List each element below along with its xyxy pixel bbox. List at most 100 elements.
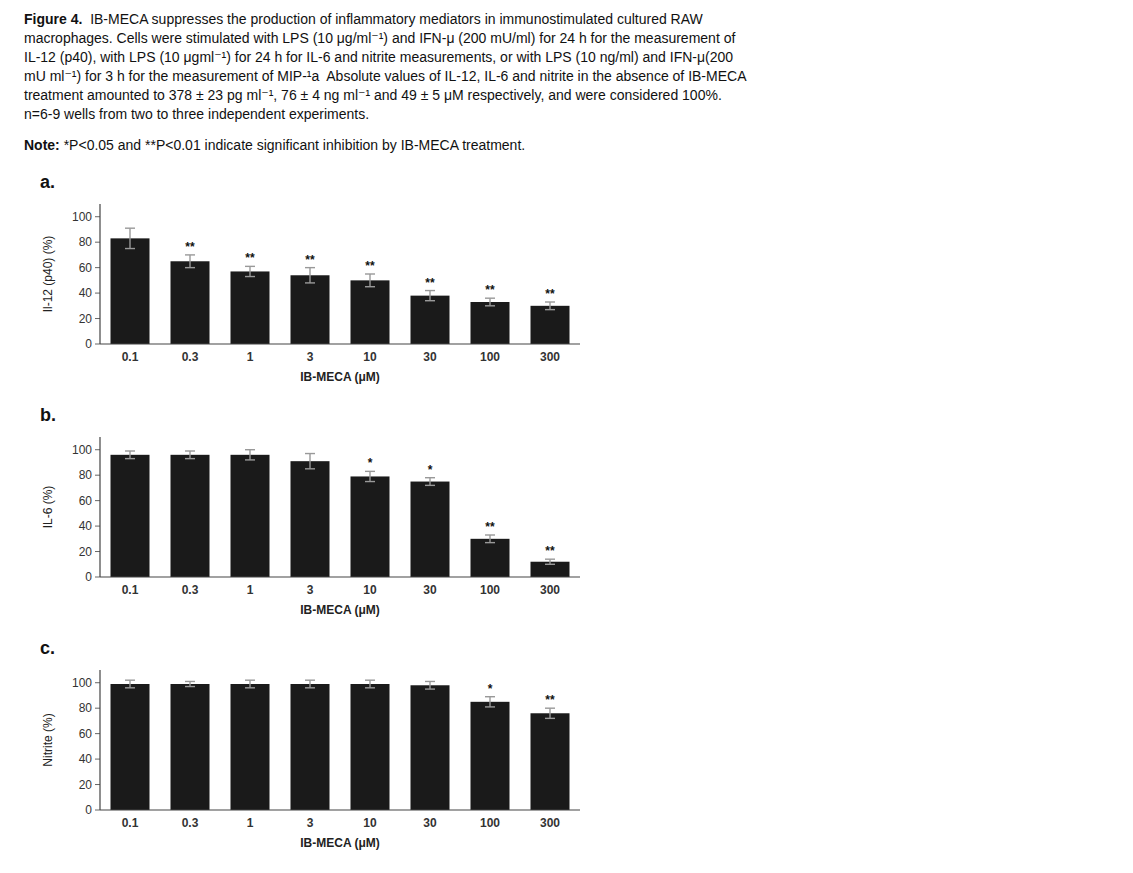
panel: c.020406080100***0.10.3131030100300IB-ME… bbox=[40, 638, 580, 850]
error-line bbox=[429, 291, 430, 301]
error-line bbox=[489, 298, 490, 306]
x-tick-label: 10 bbox=[363, 816, 377, 830]
error-bar bbox=[185, 255, 195, 268]
error-bar bbox=[485, 535, 495, 543]
error-line bbox=[549, 708, 550, 718]
caption-bold: Note: bbox=[24, 137, 60, 153]
error-cap bbox=[425, 477, 435, 478]
x-tick-label: 3 bbox=[307, 583, 314, 597]
panel-label: a. bbox=[40, 172, 55, 192]
bar bbox=[291, 684, 330, 810]
error-bar bbox=[245, 266, 255, 276]
bar bbox=[171, 261, 210, 344]
error-cap bbox=[185, 686, 195, 687]
error-cap bbox=[425, 290, 435, 291]
significance: ** bbox=[485, 283, 495, 297]
x-tick-label: 30 bbox=[423, 583, 437, 597]
error-cap bbox=[305, 468, 315, 469]
error-cap bbox=[305, 687, 315, 688]
charts: a.020406080100**************0.10.3131030… bbox=[0, 168, 1133, 873]
y-axis-label: IL-6 (%) bbox=[41, 486, 55, 529]
error-line bbox=[189, 255, 190, 268]
error-line bbox=[489, 535, 490, 543]
error-cap bbox=[545, 309, 555, 310]
y-tick bbox=[95, 449, 100, 450]
y-tick bbox=[95, 500, 100, 501]
y-tick-label: 60 bbox=[79, 727, 93, 741]
error-line bbox=[129, 228, 130, 248]
y-axis-label: Il-12 (p40) (%) bbox=[41, 236, 55, 313]
y-tick-label: 60 bbox=[79, 494, 93, 508]
error-cap bbox=[545, 564, 555, 565]
error-cap bbox=[365, 679, 375, 680]
error-cap bbox=[365, 286, 375, 287]
error-cap bbox=[485, 542, 495, 543]
x-axis bbox=[100, 576, 580, 577]
error-line bbox=[249, 680, 250, 688]
error-cap bbox=[305, 282, 315, 283]
x-tick-label: 30 bbox=[423, 816, 437, 830]
y-tick bbox=[95, 242, 100, 243]
bar bbox=[531, 562, 570, 577]
y-tick bbox=[95, 526, 100, 527]
y-tick-label: 100 bbox=[72, 210, 92, 224]
error-bar bbox=[125, 680, 135, 688]
error-cap bbox=[185, 267, 195, 268]
error-cap bbox=[245, 679, 255, 680]
y-tick-label: 40 bbox=[79, 519, 93, 533]
panel-label: c. bbox=[40, 638, 55, 658]
x-axis-label: IB-MECA (μM) bbox=[300, 370, 380, 384]
significance: ** bbox=[545, 544, 555, 558]
y-tick bbox=[95, 216, 100, 217]
error-line bbox=[249, 266, 250, 276]
bar bbox=[351, 280, 390, 344]
error-line bbox=[369, 471, 370, 481]
bars bbox=[111, 680, 570, 810]
error-line bbox=[369, 274, 370, 287]
error-cap bbox=[125, 248, 135, 249]
error-bar bbox=[245, 680, 255, 688]
bar bbox=[531, 306, 570, 344]
y-tick bbox=[95, 551, 100, 552]
error-line bbox=[309, 454, 310, 469]
significance: * bbox=[428, 463, 433, 477]
x-tick-label: 10 bbox=[363, 583, 377, 597]
y-tick-label: 0 bbox=[85, 337, 92, 351]
error-line bbox=[129, 451, 130, 459]
error-cap bbox=[485, 534, 495, 535]
error-bar bbox=[185, 681, 195, 686]
x-tick-label: 0.1 bbox=[122, 816, 139, 830]
error-cap bbox=[125, 687, 135, 688]
error-cap bbox=[305, 453, 315, 454]
error-bar bbox=[245, 450, 255, 460]
error-bar bbox=[185, 451, 195, 459]
error-bar bbox=[485, 697, 495, 707]
caption-text: IB-MECA suppresses the production of inf… bbox=[24, 11, 746, 122]
x-axis bbox=[100, 343, 580, 344]
error-cap bbox=[425, 485, 435, 486]
y-tick bbox=[95, 267, 100, 268]
bar bbox=[471, 702, 510, 810]
significance: ** bbox=[545, 693, 555, 707]
error-cap bbox=[545, 301, 555, 302]
y-tick bbox=[95, 810, 100, 811]
y-tick bbox=[95, 682, 100, 683]
x-tick-label: 300 bbox=[540, 583, 560, 597]
error-bar bbox=[425, 291, 435, 301]
error-line bbox=[429, 681, 430, 689]
x-axis-label: IB-MECA (μM) bbox=[300, 603, 380, 617]
bar bbox=[411, 685, 450, 810]
bar bbox=[291, 461, 330, 577]
bar bbox=[411, 296, 450, 344]
error-line bbox=[549, 559, 550, 564]
x-tick-label: 0.1 bbox=[122, 350, 139, 364]
error-bar bbox=[125, 451, 135, 459]
error-line bbox=[309, 268, 310, 283]
error-cap bbox=[125, 679, 135, 680]
bar bbox=[111, 455, 150, 577]
bar bbox=[291, 275, 330, 344]
error-bar bbox=[425, 681, 435, 689]
y-tick-label: 80 bbox=[79, 468, 93, 482]
y-tick bbox=[95, 577, 100, 578]
x-tick-label: 100 bbox=[480, 583, 500, 597]
